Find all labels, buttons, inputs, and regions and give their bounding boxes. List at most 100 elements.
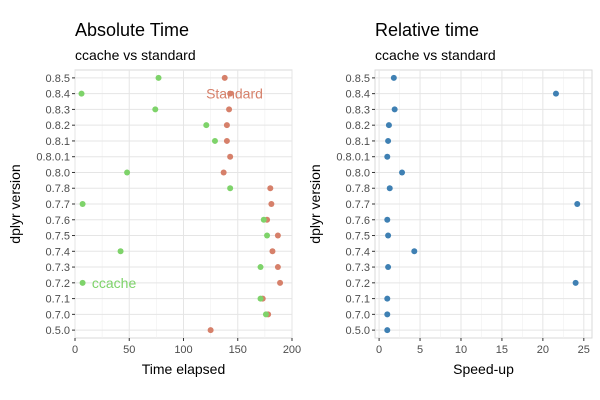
rel-y-tick-label: 0.7.7 <box>346 199 370 211</box>
abs-x-axis-title: Time elapsed <box>142 361 226 377</box>
abs-point-standard <box>274 232 281 239</box>
rel-y-tick-label: 0.7.8 <box>346 183 370 195</box>
abs-point-ccache <box>203 122 210 129</box>
abs-point-ccache <box>78 90 85 97</box>
rel-y-tick-label: 0.5.0 <box>346 325 370 337</box>
rel-y-tick-label: 0.7.6 <box>346 215 370 227</box>
rel-point-series <box>384 295 391 302</box>
abs-point-ccache <box>155 74 162 81</box>
rel-x-tick-label: 25 <box>578 344 590 356</box>
abs-point-standard <box>207 327 214 334</box>
rel-y-tick-label: 0.7.3 <box>346 262 370 274</box>
abs-y-axis-title: dplyr version <box>7 164 23 243</box>
rel-x-tick-label: 0 <box>376 344 382 356</box>
abs-annotation-standard: Standard <box>206 86 263 102</box>
rel-point-series <box>572 279 579 286</box>
rel-point-series <box>552 90 559 97</box>
abs-point-ccache <box>79 201 86 207</box>
abs-y-tick-label: 0.7.3 <box>46 262 70 274</box>
abs-y-tick-label: 0.8.5 <box>46 73 70 85</box>
abs-x-tick-label: 100 <box>174 344 192 356</box>
rel-x-tick-label: 15 <box>496 344 508 356</box>
abs-y-tick-label: 0.7.8 <box>46 183 70 195</box>
rel-point-series <box>385 232 392 239</box>
rel-x-tick-label: 10 <box>455 344 467 356</box>
rel-point-series <box>386 185 393 192</box>
abs-y-tick-label: 0.8.1 <box>46 136 70 148</box>
rel-y-tick-label: 0.8.3 <box>346 104 370 116</box>
rel-point-series <box>384 216 391 223</box>
abs-point-standard <box>227 153 234 160</box>
abs-y-tick-label: 0.7.1 <box>46 294 70 306</box>
abs-point-ccache <box>79 279 86 286</box>
abs-point-ccache <box>227 185 234 192</box>
abs-y-tick-label: 0.5.0 <box>46 325 70 337</box>
abs-point-ccache <box>211 137 218 144</box>
rel-y-tick-label: 0.7.2 <box>346 278 370 290</box>
rel-y-tick-label: 0.8.0.1 <box>336 152 370 164</box>
abs-point-standard <box>226 106 233 113</box>
abs-point-standard <box>223 137 230 144</box>
abs-point-ccache <box>152 106 159 113</box>
rel-y-tick-label: 0.8.4 <box>346 89 370 101</box>
rel-y-tick-label: 0.7.4 <box>346 246 370 258</box>
abs-y-tick-label: 0.7.4 <box>46 246 70 258</box>
abs-y-tick-label: 0.7.2 <box>46 278 70 290</box>
abs-y-tick-label: 0.7.7 <box>46 199 70 211</box>
abs-x-tick-label: 0 <box>72 344 78 356</box>
rel-x-axis-title: Speed-up <box>453 361 514 377</box>
abs-chart-subtitle: ccache vs standard <box>75 47 196 63</box>
rel-point-series <box>385 137 392 144</box>
abs-x-tick-label: 50 <box>123 344 135 356</box>
rel-point-series <box>411 248 418 255</box>
rel-point-series <box>384 327 391 334</box>
abs-y-tick-label: 0.8.3 <box>46 104 70 116</box>
abs-point-standard <box>269 248 276 255</box>
rel-x-tick-label: 20 <box>537 344 549 356</box>
rel-y-tick-label: 0.8.0 <box>346 167 370 179</box>
abs-y-tick-label: 0.8.4 <box>46 89 70 101</box>
rel-point-series <box>385 122 392 129</box>
rel-point-series <box>390 74 397 81</box>
abs-point-standard <box>220 169 227 176</box>
abs-point-standard <box>277 279 284 286</box>
rel-y-axis-title: dplyr version <box>307 164 323 243</box>
rel-point-series <box>399 169 406 176</box>
rel-point-series <box>384 153 391 160</box>
abs-x-tick-label: 150 <box>229 344 247 356</box>
abs-point-standard <box>223 122 230 129</box>
abs-y-tick-label: 0.8.2 <box>46 120 70 132</box>
rel-chart-title: Relative time <box>375 20 479 40</box>
abs-y-tick-label: 0.7.5 <box>46 231 70 243</box>
rel-point-series <box>385 264 392 271</box>
rel-y-tick-label: 0.7.5 <box>346 231 370 243</box>
rel-point-series <box>384 311 391 318</box>
rel-y-tick-label: 0.8.2 <box>346 120 370 132</box>
rel-point-series <box>574 201 581 207</box>
abs-point-ccache <box>257 295 264 302</box>
abs-y-tick-label: 0.7.0 <box>46 309 70 321</box>
rel-y-tick-label: 0.7.0 <box>346 309 370 321</box>
abs-point-ccache <box>260 216 267 223</box>
abs-point-ccache <box>262 311 269 318</box>
abs-chart-title: Absolute Time <box>75 20 189 40</box>
rel-y-tick-label: 0.8.1 <box>346 136 370 148</box>
rel-y-tick-label: 0.8.5 <box>346 73 370 85</box>
abs-point-ccache <box>124 169 131 176</box>
abs-annotation-ccache: ccache <box>92 275 137 291</box>
rel-x-tick-label: 5 <box>417 344 423 356</box>
rel-chart-subtitle: ccache vs standard <box>375 47 496 63</box>
rel-y-tick-label: 0.7.1 <box>346 294 370 306</box>
abs-point-standard <box>268 201 275 207</box>
abs-point-ccache <box>117 248 124 255</box>
rel-point-series <box>391 106 398 113</box>
abs-point-ccache <box>257 264 264 271</box>
abs-point-standard <box>227 90 234 97</box>
abs-y-tick-label: 0.8.0 <box>46 167 70 179</box>
abs-point-standard <box>274 264 281 271</box>
abs-point-ccache <box>264 232 271 239</box>
abs-x-tick-label: 200 <box>283 344 301 356</box>
abs-y-tick-label: 0.7.6 <box>46 215 70 227</box>
